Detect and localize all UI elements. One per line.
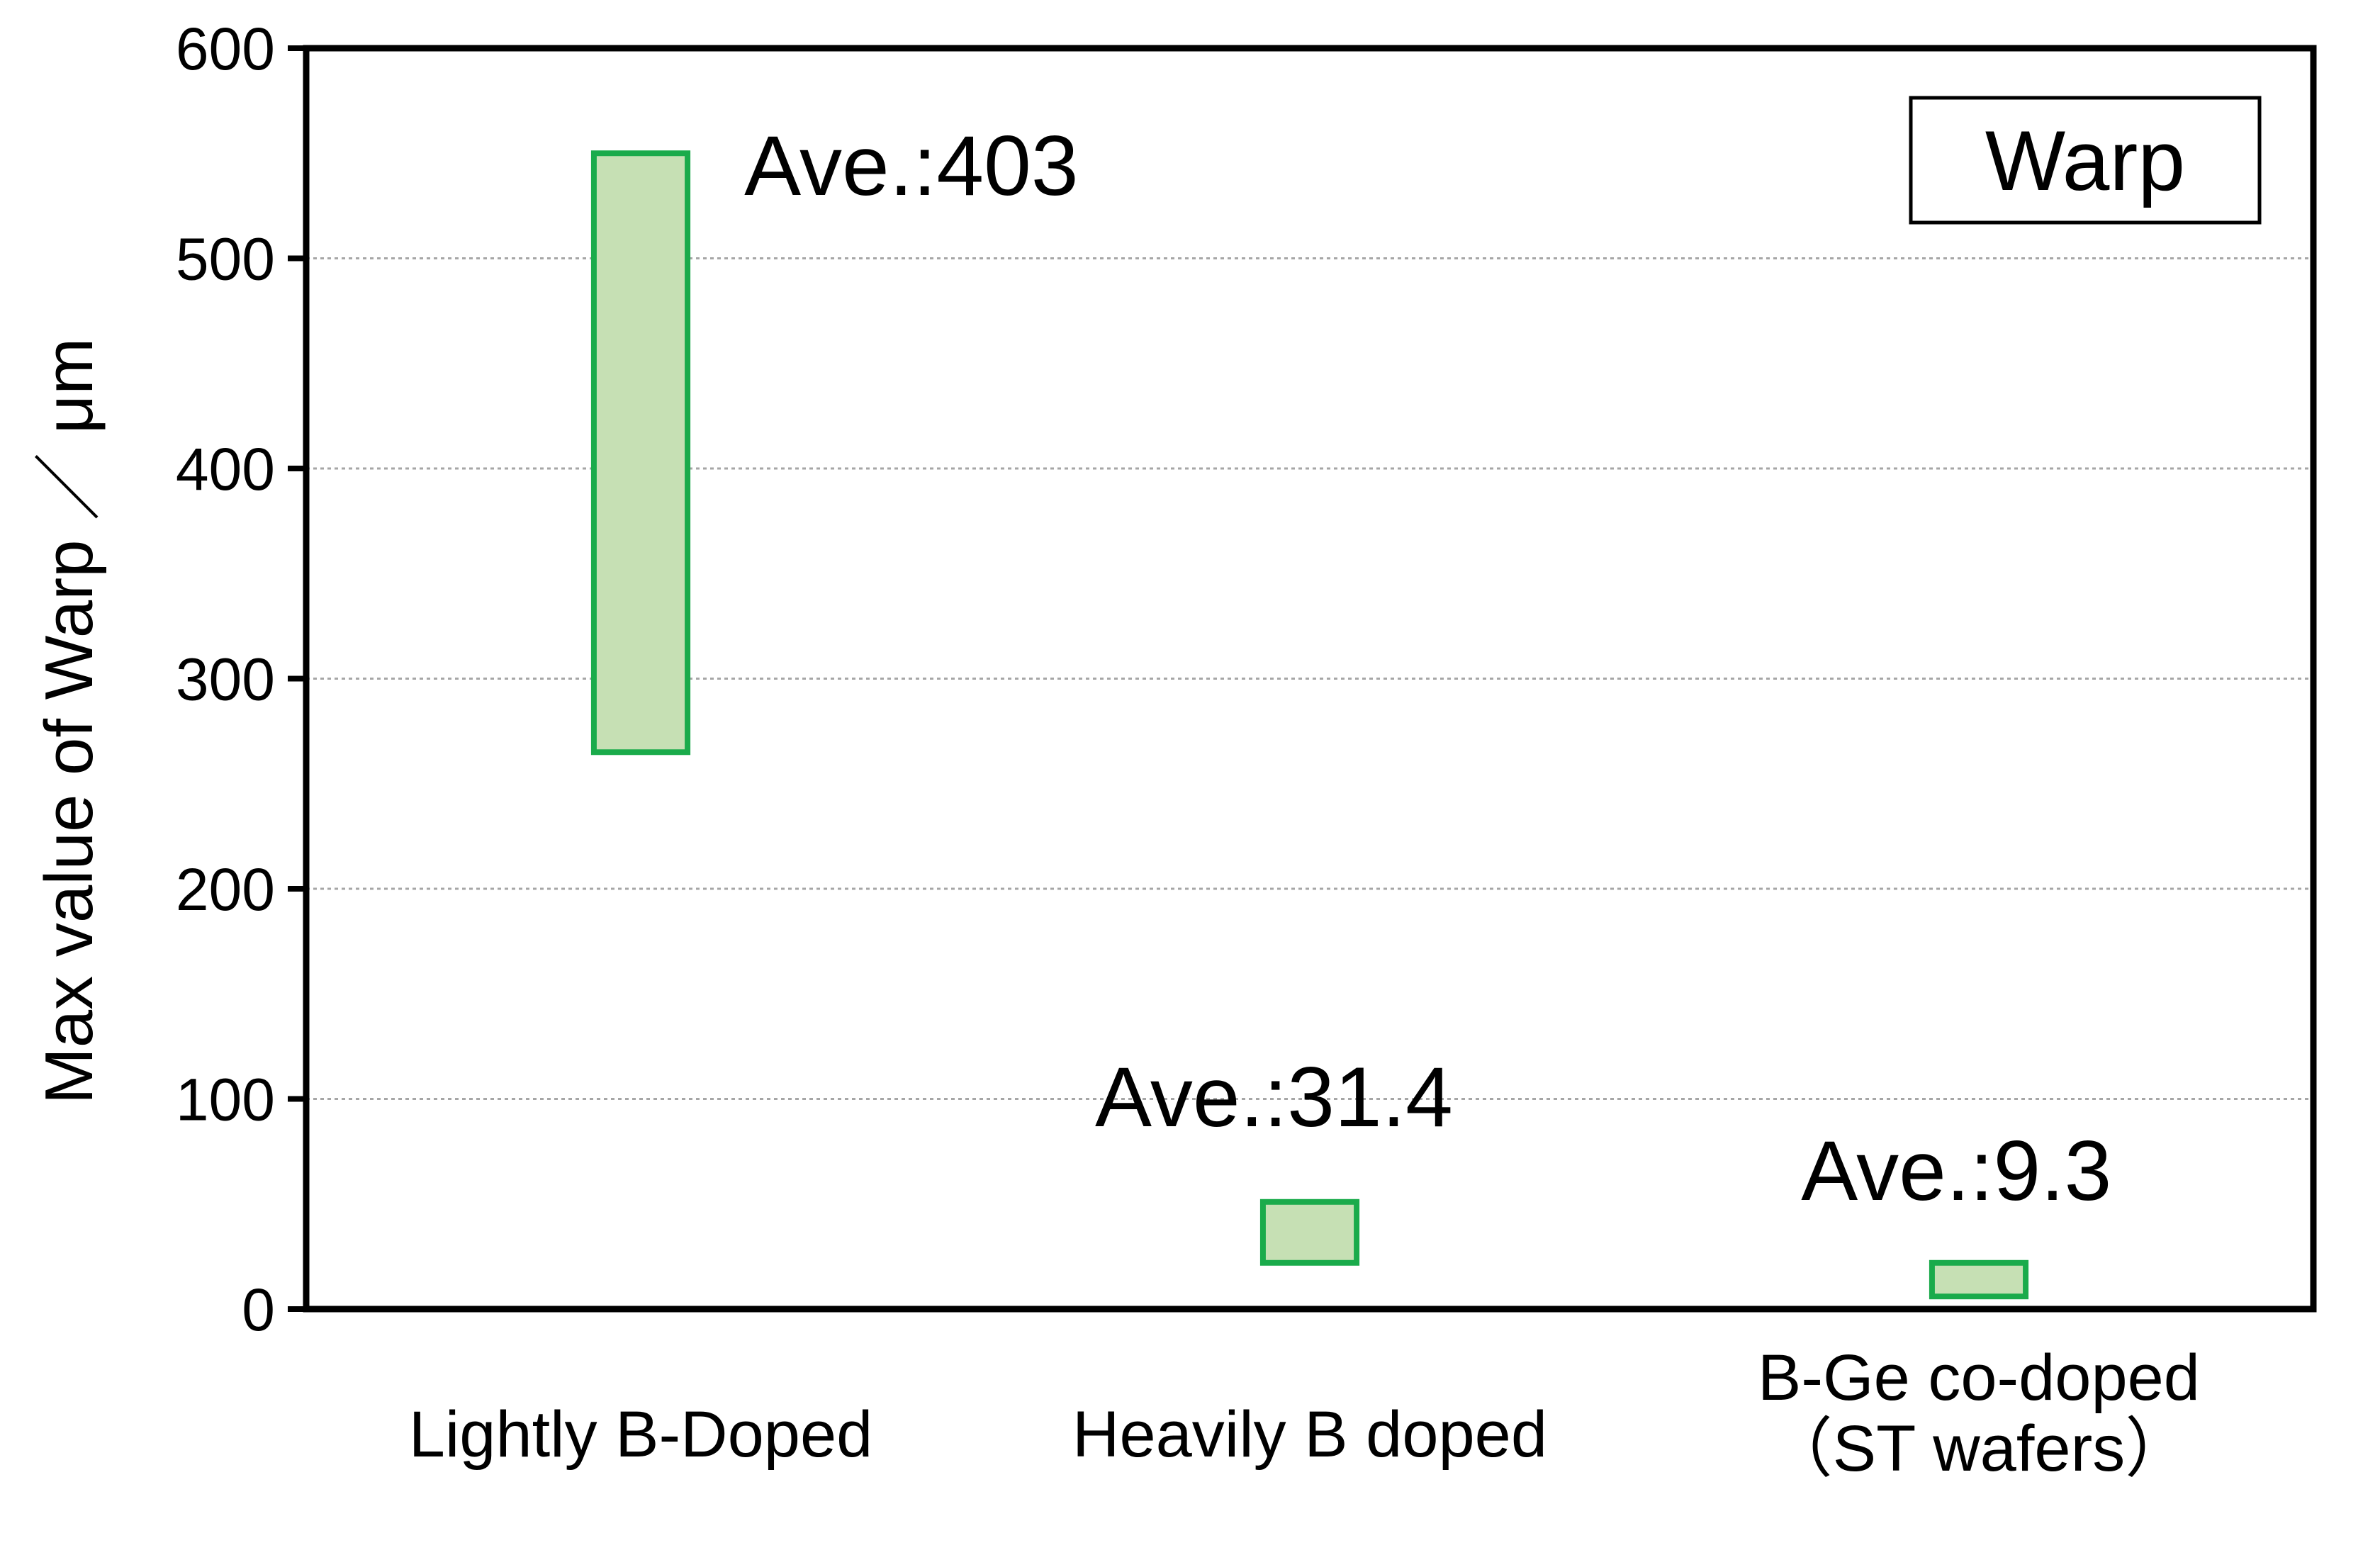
legend-box xyxy=(1909,96,2262,225)
y-tick-label-100: 100 xyxy=(176,1067,275,1133)
labels: Ave.:403 Ave.:31.4 Ave.:9.3 Lightly B-Doped… xyxy=(409,118,2200,1485)
annotation-average-2: Ave.:9.3 xyxy=(1801,1123,2111,1218)
y-tick-label-400: 400 xyxy=(176,436,275,503)
range-bar-2 xyxy=(1929,1259,2029,1300)
category-label-2-line-0: B-Ge co-doped xyxy=(1758,1342,2200,1414)
range-bar-1 xyxy=(1259,1198,1360,1266)
y-tick-label-300: 300 xyxy=(176,646,275,713)
annotation-average-1: Ave.:31.4 xyxy=(1095,1050,1453,1145)
y-tick-label-500: 500 xyxy=(176,226,275,293)
category-label-2-line-1: （ST wafers） xyxy=(1768,1413,2190,1485)
y-tick-label-600: 600 xyxy=(176,16,275,82)
range-bar-0 xyxy=(590,150,691,756)
y-tick-label-0: 0 xyxy=(242,1276,275,1343)
category-label-0: Lightly B-Doped xyxy=(409,1398,873,1471)
legend-label: Warp xyxy=(1985,113,2185,208)
y-axis-ticks: 0 100 200 300 400 500 600 xyxy=(176,16,306,1343)
category-label-1: Heavily B doped xyxy=(1072,1398,1547,1471)
annotation-average-0: Ave.:403 xyxy=(744,118,1079,213)
y-axis-title: Max value of Warp ／ μm xyxy=(31,338,107,1104)
y-tick-label-200: 200 xyxy=(176,856,275,923)
legend: Warp xyxy=(1909,96,2262,225)
range-bars xyxy=(590,150,2029,1300)
